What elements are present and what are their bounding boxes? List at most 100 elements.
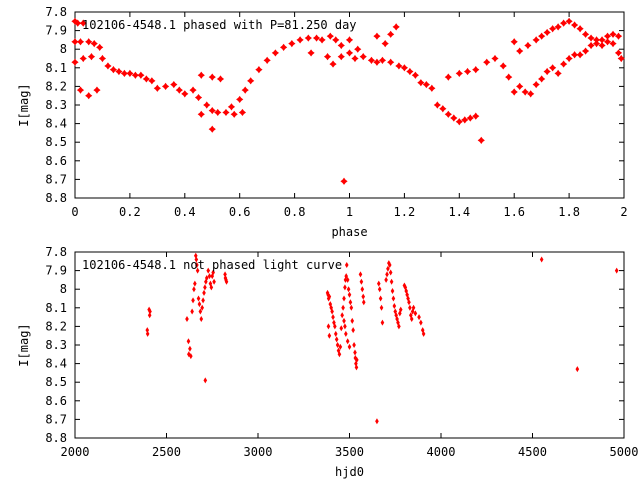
data-point	[327, 332, 332, 339]
data-point	[463, 67, 472, 76]
data-point	[345, 338, 350, 345]
data-point	[148, 77, 156, 85]
data-point	[381, 40, 389, 48]
data-point	[344, 330, 348, 337]
x-tick-label: 1.2	[394, 205, 416, 219]
data-point	[206, 267, 211, 274]
phased-light-curve-panel: 7.87.988.18.28.38.48.58.68.78.8 0 0.2 0.4 0…	[17, 5, 628, 239]
data-point	[340, 312, 344, 319]
data-point	[538, 75, 546, 83]
y-tick-label: 8.5	[45, 375, 67, 389]
y-tick-label: 8.1	[45, 61, 67, 75]
data-point	[532, 80, 540, 89]
data-point	[549, 25, 557, 33]
x-tick-label: 2500	[152, 445, 181, 459]
data-point	[318, 36, 326, 44]
data-point	[85, 38, 93, 46]
data-point	[202, 289, 206, 296]
data-point	[560, 19, 568, 27]
data-point	[387, 262, 392, 269]
data-point	[351, 54, 359, 63]
data-point	[450, 114, 458, 122]
data-point	[203, 377, 208, 384]
data-point	[422, 80, 430, 89]
data-point	[71, 38, 79, 46]
chart-title: 102106-4548.1 not phased light curve	[82, 258, 342, 272]
data-point	[197, 301, 202, 308]
data-point	[76, 38, 85, 46]
data-point	[280, 43, 288, 51]
data-point	[204, 275, 209, 282]
data-point	[194, 256, 199, 263]
y-tick-label: 8.2	[45, 319, 67, 333]
x-axis-label: hjd0	[335, 465, 364, 479]
data-point	[592, 36, 601, 44]
data-point	[351, 327, 355, 334]
data-point	[375, 418, 379, 425]
data-point	[539, 256, 544, 263]
y-tick-label: 8.4	[45, 117, 67, 131]
data-point	[330, 308, 334, 315]
data-point	[345, 49, 354, 57]
data-point	[378, 295, 383, 302]
data-point	[592, 40, 601, 48]
y-tick-label: 8.3	[45, 338, 67, 352]
data-point	[461, 116, 469, 124]
data-point	[367, 56, 376, 64]
data-point	[195, 262, 199, 269]
y-tick-label: 8.2	[45, 79, 67, 93]
data-point	[332, 36, 340, 44]
data-point	[79, 19, 87, 27]
data-point	[170, 80, 178, 89]
data-point	[198, 308, 203, 315]
data-point	[98, 54, 107, 63]
data-point	[203, 284, 207, 291]
data-point	[395, 315, 399, 322]
data-point	[230, 110, 238, 118]
data-point	[570, 51, 579, 59]
data-point	[524, 41, 532, 50]
chart-title: 102106-4548.1 phased with P=81.250 day	[82, 18, 357, 32]
x-tick-label: 4500	[518, 445, 547, 459]
data-point	[337, 351, 342, 358]
data-point	[326, 32, 334, 40]
data-point	[411, 304, 416, 311]
x-tick-label: 5000	[610, 445, 639, 459]
data-point	[336, 347, 341, 354]
data-point	[400, 64, 408, 72]
data-point	[543, 67, 551, 76]
data-point	[576, 25, 584, 33]
y-tick-label: 7.9	[45, 24, 67, 38]
data-point	[581, 30, 590, 38]
data-point	[466, 114, 474, 122]
x-tick-label: 0.4	[174, 205, 196, 219]
x-tick-label: 1	[346, 205, 353, 219]
data-point	[405, 291, 409, 298]
data-point	[344, 273, 349, 280]
data-point	[609, 30, 617, 38]
data-point	[510, 38, 518, 46]
data-point	[93, 86, 101, 94]
data-point	[491, 54, 499, 63]
data-point	[263, 56, 271, 64]
data-point	[296, 36, 304, 44]
data-point	[345, 276, 350, 283]
data-point	[587, 41, 595, 50]
data-point	[444, 73, 452, 81]
data-point	[271, 49, 279, 57]
data-point	[191, 297, 195, 304]
data-point	[417, 314, 421, 321]
x-axis-ticks: 0 0.2 0.4 0.6 0.8 1 1.2 1.4 1.6 1.8 2	[71, 12, 628, 219]
x-tick-label: 2	[620, 205, 627, 219]
data-point	[216, 75, 225, 83]
data-point	[331, 314, 335, 321]
data-point	[211, 269, 215, 276]
data-point	[408, 304, 412, 311]
data-point	[554, 69, 562, 77]
data-point	[148, 308, 152, 315]
data-point	[304, 34, 312, 42]
data-point	[181, 90, 189, 98]
data-point	[348, 299, 353, 306]
data-point	[477, 136, 485, 144]
